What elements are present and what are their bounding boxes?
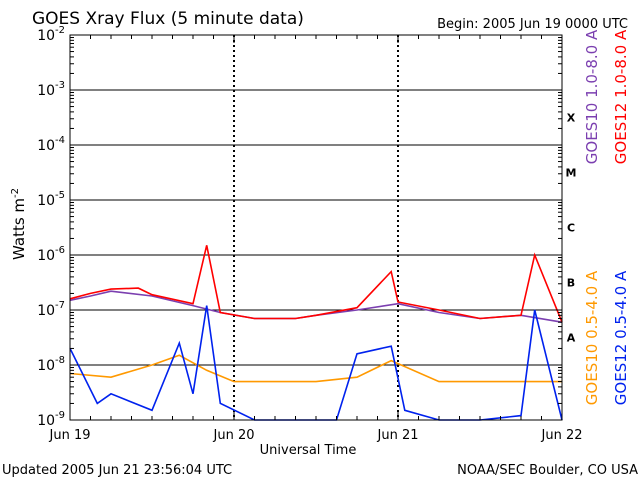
series-line-3 xyxy=(69,354,562,383)
legend-entry-3: GOES10 0.5-4.0 A xyxy=(583,270,601,405)
series-line-4 xyxy=(69,305,563,421)
y-tick-label: 10-6 xyxy=(37,245,65,264)
x-tick-label: Jun 21 xyxy=(377,428,419,443)
plot-frame xyxy=(69,34,563,421)
begin-time: Begin: 2005 Jun 19 0000 UTC xyxy=(437,17,628,32)
x-axis-label: Universal Time xyxy=(260,443,357,458)
grid xyxy=(70,35,562,420)
legend: GOES10 1.0-8.0 A GOES12 1.0-8.0 A GOES10 0… xyxy=(583,29,630,405)
flare-class-a: A xyxy=(567,332,576,345)
series-line-2 xyxy=(69,245,563,323)
y-tick-label: 10-8 xyxy=(37,355,65,374)
x-axis-ticks: Jun 19 Jun 20 Jun 21 Jun 22 xyxy=(49,35,583,443)
chart-title: GOES Xray Flux (5 minute data) xyxy=(32,9,304,29)
series-lines xyxy=(69,245,563,421)
x-tick-label: Jun 20 xyxy=(213,428,255,443)
legend-entry-4: GOES12 0.5-4.0 A xyxy=(612,270,630,405)
updated-time: Updated 2005 Jun 21 23:56:04 UTC xyxy=(2,463,232,478)
credit: NOAA/SEC Boulder, CO USA xyxy=(457,463,638,478)
x-tick-label: Jun 19 xyxy=(49,428,91,443)
flare-class-m: M xyxy=(566,167,577,180)
y-tick-label: 10-2 xyxy=(37,25,65,44)
y-tick-label: 10-3 xyxy=(37,80,65,99)
flare-class-x: X xyxy=(567,112,576,125)
legend-entry-1: GOES10 1.0-8.0 A xyxy=(583,29,601,164)
flare-class-c: C xyxy=(567,222,575,235)
y-tick-label: 10-4 xyxy=(37,135,65,154)
y-tick-label: 10-9 xyxy=(37,410,65,429)
x-tick-label: Jun 22 xyxy=(541,428,583,443)
y-axis-label-exp: -2 xyxy=(10,188,21,198)
y-axis-label-text: Watts m xyxy=(10,198,28,260)
flare-class-b: B xyxy=(567,277,575,290)
y-axis-ticks: 10-2 10-3 10-4 10-5 10-6 10-7 10-8 10-9 xyxy=(37,25,562,429)
y-axis-label: Watts m-2 xyxy=(10,188,28,260)
legend-entry-2: GOES12 1.0-8.0 A xyxy=(612,29,630,164)
flare-class-labels: X M C B A xyxy=(566,112,577,345)
svg-text:Watts m-2: Watts m-2 xyxy=(10,188,28,260)
y-tick-label: 10-7 xyxy=(37,300,65,319)
y-tick-label: 10-5 xyxy=(37,190,65,209)
